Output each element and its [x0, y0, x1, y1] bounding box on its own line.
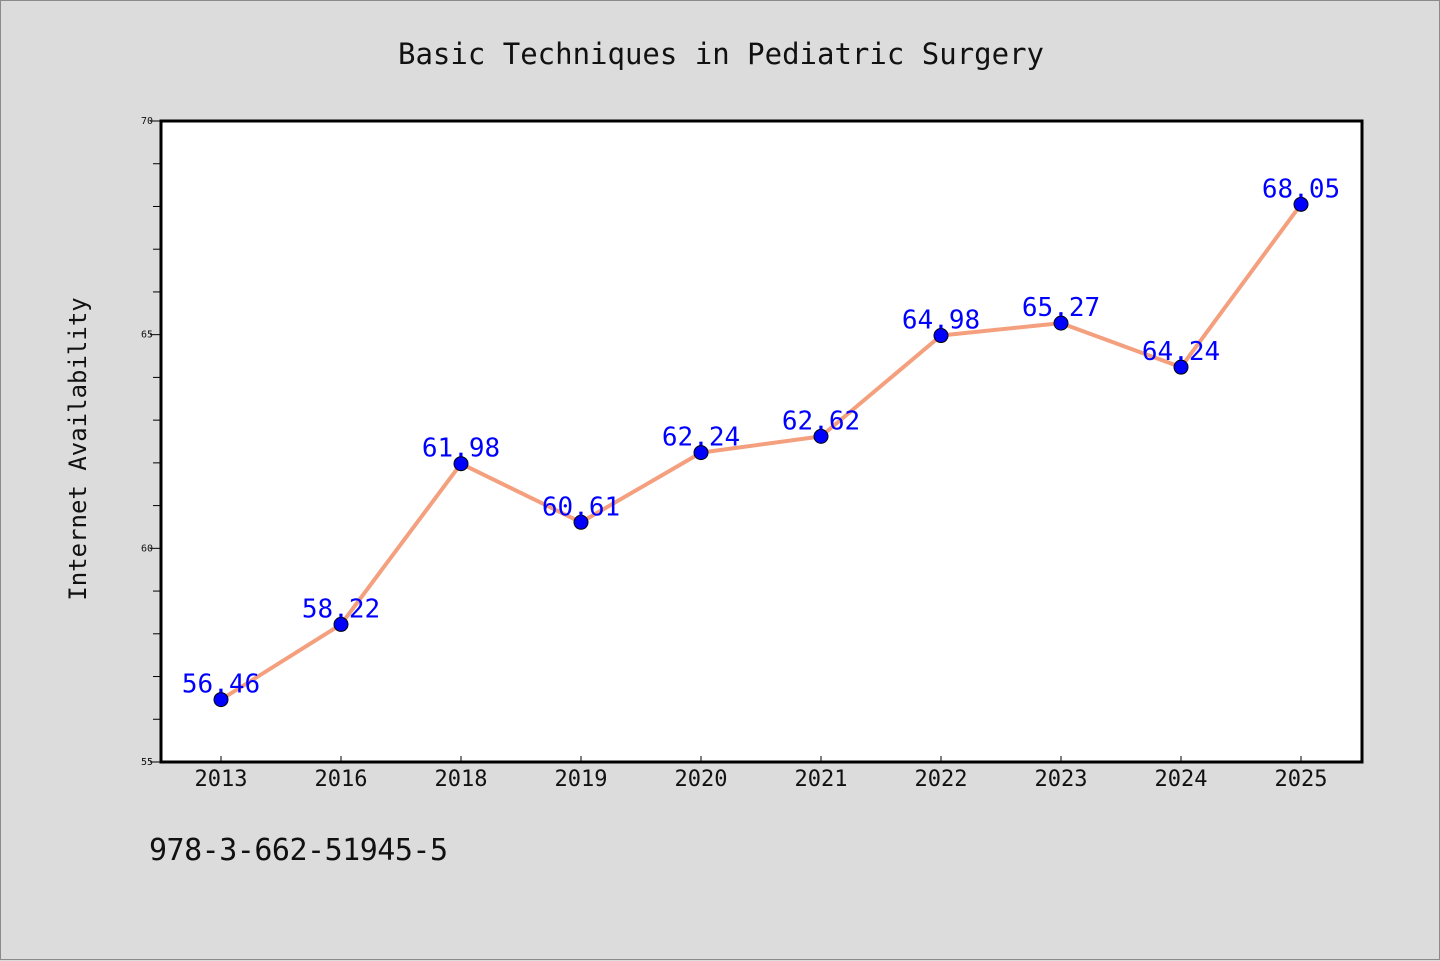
data-point [813, 428, 829, 444]
series-polyline [219, 203, 1303, 702]
data-point [1173, 359, 1189, 375]
data-point [1293, 196, 1309, 212]
data-label: 58.22 [302, 594, 380, 624]
data-point [333, 616, 349, 632]
x-tick-label: 2013 [195, 767, 248, 792]
data-label: 64.98 [902, 306, 980, 336]
data-label: 60.61 [542, 492, 620, 522]
series-line [213, 196, 1309, 708]
data-point [1053, 315, 1069, 331]
x-tick-label: 2022 [915, 767, 968, 792]
data-point [453, 456, 469, 472]
data-label: 61.98 [422, 434, 500, 464]
data-label: 68.05 [1262, 174, 1340, 204]
y-tick-label: 55 [141, 757, 153, 768]
x-tick-label: 2024 [1155, 767, 1208, 792]
y-tick-label: 65 [141, 330, 153, 341]
data-point [213, 692, 229, 708]
x-tick-label: 2016 [315, 767, 368, 792]
x-tick-label: 2020 [675, 767, 728, 792]
y-axis: 55 60 65 70 [141, 116, 161, 768]
data-label: 64.24 [1142, 337, 1220, 367]
y-axis-label: Internet Availability [64, 297, 92, 600]
y-tick-label: 70 [141, 116, 153, 127]
x-tick-label: 2019 [555, 767, 608, 792]
chart-title: Basic Techniques in Pediatric Surgery [398, 37, 1044, 71]
x-tick-label: 2023 [1035, 767, 1088, 792]
x-tick-label: 2021 [795, 767, 848, 792]
data-label: 62.62 [782, 406, 860, 436]
x-axis: 2013 2016 2018 2019 2020 2021 2022 2023 2024 2025 [195, 756, 1328, 792]
x-tick-label: 2018 [435, 767, 488, 792]
data-point [933, 328, 949, 344]
x-tick-label: 2025 [1275, 767, 1328, 792]
data-point [573, 514, 589, 530]
plot-area [159, 119, 1364, 764]
data-label: 65.27 [1022, 293, 1100, 323]
data-labels: 56.46 58.22 61.98 60.61 62.24 62.62 64.98 65.27… [182, 174, 1340, 699]
data-label: 62.24 [662, 423, 740, 453]
data-label: 56.46 [182, 670, 260, 700]
data-point [693, 445, 709, 461]
y-tick-label: 60 [141, 543, 153, 554]
isbn-code: 978-3-662-51945-5 [149, 833, 448, 868]
